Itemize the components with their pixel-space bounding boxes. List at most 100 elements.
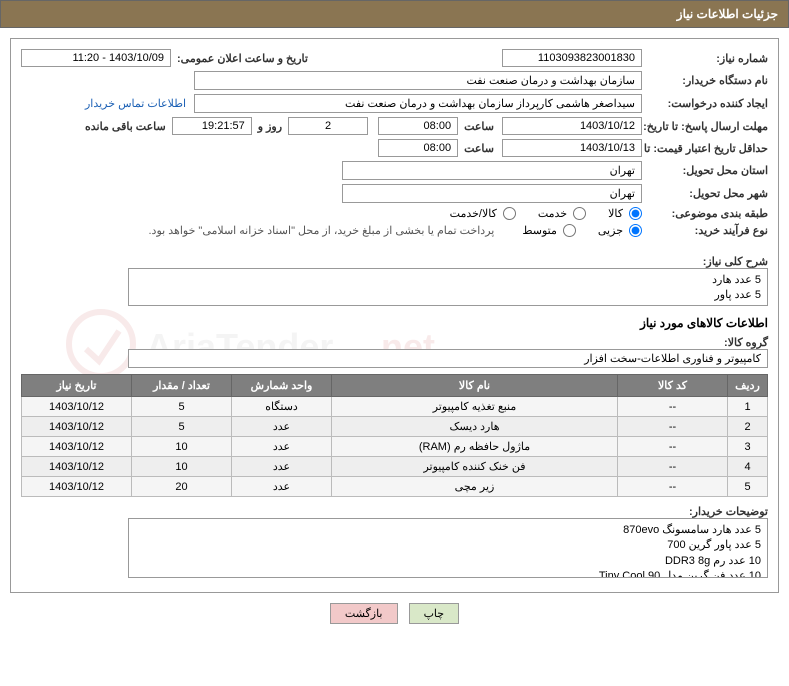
table-cell: --: [618, 457, 728, 477]
table-row: 5--زیر مچیعدد201403/10/12: [22, 477, 768, 497]
province-label: استان محل تحویل:: [648, 164, 768, 177]
validity-date: 1403/10/13: [502, 139, 642, 157]
table-cell: 2: [728, 417, 768, 437]
buyer-org-label: نام دستگاه خریدار:: [648, 74, 768, 87]
note-line-2: 5 عدد پاور گرین 700: [135, 538, 761, 553]
cat-opt2: خدمت: [538, 207, 567, 220]
goods-group-value: کامپیوتر و فناوری اطلاعات-سخت افزار: [128, 349, 768, 368]
note-line-4: 10 عدد فن گرین مدل Tiny Cool 90: [135, 569, 761, 578]
contact-link[interactable]: اطلاعات تماس خریدار: [85, 97, 186, 110]
table-cell: --: [618, 397, 728, 417]
table-cell: هارد دیسک: [332, 417, 618, 437]
th-row: ردیف: [728, 375, 768, 397]
requester-label: ایجاد کننده درخواست:: [648, 97, 768, 110]
deadline-label: مهلت ارسال پاسخ: تا تاریخ:: [648, 120, 768, 133]
table-cell: --: [618, 417, 728, 437]
buyer-notes-label: توضیحات خریدار:: [648, 505, 768, 518]
category-label: طبقه بندی موضوعی:: [648, 207, 768, 220]
row-validity: حداقل تاریخ اعتبار قیمت: تا تاریخ: 1403/…: [21, 139, 768, 157]
goods-group-label: گروه کالا:: [648, 336, 768, 349]
table-cell: عدد: [232, 437, 332, 457]
table-header-row: ردیف کد کالا نام کالا واحد شمارش تعداد /…: [22, 375, 768, 397]
time-label-2: ساعت: [464, 142, 494, 155]
announce-label: تاریخ و ساعت اعلان عمومی:: [177, 52, 308, 65]
process-radio-group: جزیی متوسط: [504, 224, 642, 237]
announce-value: 1403/10/09 - 11:20: [21, 49, 171, 67]
radio-medium[interactable]: [563, 224, 576, 237]
table-cell: 20: [132, 477, 232, 497]
deadline-time: 08:00: [378, 117, 458, 135]
th-date: تاریخ نیاز: [22, 375, 132, 397]
page-header: جزئیات اطلاعات نیاز: [0, 0, 789, 28]
note-line-1: 5 عدد هارد سامسونگ 870evo: [135, 523, 761, 538]
row-process: نوع فرآیند خرید: جزیی متوسط پرداخت تمام …: [21, 224, 768, 237]
table-cell: 5: [132, 417, 232, 437]
table-cell: 5: [132, 397, 232, 417]
table-cell: زیر مچی: [332, 477, 618, 497]
category-radio-group: کالا خدمت کالا/خدمت: [432, 207, 642, 220]
table-cell: 10: [132, 457, 232, 477]
table-cell: 1403/10/12: [22, 437, 132, 457]
th-name: نام کالا: [332, 375, 618, 397]
days-label: روز و: [258, 120, 282, 133]
table-cell: --: [618, 437, 728, 457]
table-row: 1--منبع تغذیه کامپیوتردستگاه51403/10/12: [22, 397, 768, 417]
table-cell: 1: [728, 397, 768, 417]
table-cell: عدد: [232, 417, 332, 437]
table-cell: 1403/10/12: [22, 397, 132, 417]
table-cell: 10: [132, 437, 232, 457]
back-button[interactable]: بازگشت: [330, 603, 398, 624]
radio-goods[interactable]: [629, 207, 642, 220]
table-cell: ماژول حافظه رم (RAM): [332, 437, 618, 457]
radio-both[interactable]: [503, 207, 516, 220]
general-desc-label: شرح کلی نیاز:: [648, 255, 768, 268]
table-cell: منبع تغذیه کامپیوتر: [332, 397, 618, 417]
radio-service[interactable]: [573, 207, 586, 220]
deadline-date: 1403/10/12: [502, 117, 642, 135]
table-cell: 4: [728, 457, 768, 477]
table-cell: 1403/10/12: [22, 477, 132, 497]
th-unit: واحد شمارش: [232, 375, 332, 397]
row-category: طبقه بندی موضوعی: کالا خدمت کالا/خدمت: [21, 207, 768, 220]
row-deadline: مهلت ارسال پاسخ: تا تاریخ: 1403/10/12 سا…: [21, 117, 768, 135]
table-cell: 1403/10/12: [22, 457, 132, 477]
table-cell: عدد: [232, 457, 332, 477]
row-general-desc: شرح کلی نیاز: 5 عدد هارد 5 عدد پاور: [21, 255, 768, 306]
process-note: پرداخت تمام یا بخشی از مبلغ خرید، از محل…: [149, 224, 495, 237]
buyer-notes-box[interactable]: 5 عدد هارد سامسونگ 870evo 5 عدد پاور گری…: [128, 518, 768, 578]
th-code: کد کالا: [618, 375, 728, 397]
print-button[interactable]: چاپ: [409, 603, 460, 624]
province-value: تهران: [342, 161, 642, 180]
table-row: 2--هارد دیسکعدد51403/10/12: [22, 417, 768, 437]
table-cell: دستگاه: [232, 397, 332, 417]
validity-time: 08:00: [378, 139, 458, 157]
goods-info-title: اطلاعات کالاهای مورد نیاز: [21, 316, 768, 330]
general-desc-box[interactable]: 5 عدد هارد 5 عدد پاور: [128, 268, 768, 306]
table-cell: 5: [728, 477, 768, 497]
need-no-label: شماره نیاز:: [648, 52, 768, 65]
table-cell: عدد: [232, 477, 332, 497]
city-value: تهران: [342, 184, 642, 203]
proc-opt2: متوسط: [522, 224, 557, 237]
radio-minor[interactable]: [629, 224, 642, 237]
table-row: 3--ماژول حافظه رم (RAM)عدد101403/10/12: [22, 437, 768, 457]
desc-line-2: 5 عدد پاور: [135, 288, 761, 303]
need-no-value: 1103093823001830: [502, 49, 642, 67]
th-qty: تعداد / مقدار: [132, 375, 232, 397]
row-city: شهر محل تحویل: تهران: [21, 184, 768, 203]
table-row: 4--فن خنک کننده کامپیوترعدد101403/10/12: [22, 457, 768, 477]
buyer-org-value: سازمان بهداشت و درمان صنعت نفت: [194, 71, 642, 90]
note-line-3: 10 عدد رم DDR3 8g: [135, 554, 761, 569]
hours-label: ساعت باقی مانده: [85, 120, 166, 133]
city-label: شهر محل تحویل:: [648, 187, 768, 200]
footer-buttons: چاپ بازگشت: [0, 603, 789, 624]
row-buyer-notes: توضیحات خریدار: 5 عدد هارد سامسونگ 870ev…: [21, 505, 768, 578]
row-buyer-org: نام دستگاه خریدار: سازمان بهداشت و درمان…: [21, 71, 768, 90]
row-goods-group: گروه کالا: کامپیوتر و فناوری اطلاعات-سخت…: [21, 336, 768, 368]
validity-label: حداقل تاریخ اعتبار قیمت: تا تاریخ:: [648, 142, 768, 155]
time-label-1: ساعت: [464, 120, 494, 133]
main-container: AriaTender .net شماره نیاز: 110309382300…: [10, 38, 779, 593]
row-requester: ایجاد کننده درخواست: سیداصغر هاشمی کارپر…: [21, 94, 768, 113]
row-province: استان محل تحویل: تهران: [21, 161, 768, 180]
goods-table: ردیف کد کالا نام کالا واحد شمارش تعداد /…: [21, 374, 768, 497]
